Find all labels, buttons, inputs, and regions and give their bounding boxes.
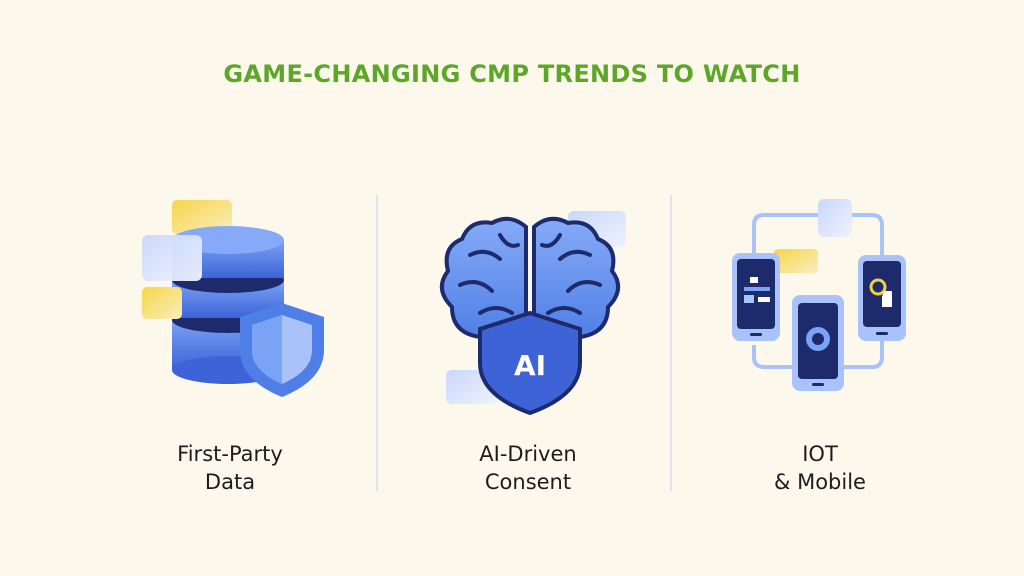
ai-badge-text: AI bbox=[514, 349, 546, 382]
divider bbox=[376, 195, 378, 491]
brain-shield-icon: AI bbox=[440, 211, 626, 416]
trend-label: AI-Driven Consent bbox=[479, 442, 577, 494]
trend-label: First-Party Data bbox=[177, 442, 283, 494]
database-shield-icon bbox=[142, 200, 324, 397]
page-title: GAME-CHANGING CMP TRENDS TO WATCH bbox=[223, 60, 801, 88]
trend-ai-driven-consent: AI AI-Driven Consent bbox=[400, 185, 656, 505]
divider bbox=[670, 195, 672, 491]
trend-label: IOT & Mobile bbox=[774, 442, 866, 494]
trend-first-party-data: First-Party Data bbox=[102, 185, 358, 505]
trend-iot-mobile: IOT & Mobile bbox=[692, 185, 948, 505]
connected-devices-icon bbox=[732, 199, 906, 391]
